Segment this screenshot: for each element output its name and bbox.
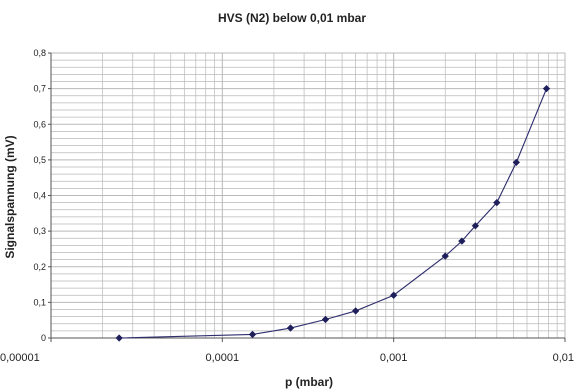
x-tick-label: 0,001 xyxy=(380,352,408,364)
series-line xyxy=(119,88,548,339)
tick-labels: 0 0,1 0,2 0,3 0,4 0,5 0,6 0,7 0,8 0,00001 0,0001 0,… xyxy=(0,48,574,364)
data-point xyxy=(441,252,449,260)
data-point xyxy=(512,158,521,167)
y-axis-label: Signalspannung (mV) xyxy=(3,135,17,258)
data-point xyxy=(321,315,330,324)
data-point xyxy=(458,237,466,245)
data-point xyxy=(389,291,398,300)
data-point xyxy=(286,324,295,332)
x-axis-label: p (mbar) xyxy=(285,375,333,389)
data-point xyxy=(542,84,551,93)
y-tick-label: 0,7 xyxy=(33,84,46,94)
y-tick-label: 0,8 xyxy=(33,48,46,58)
data-point xyxy=(115,334,123,342)
data-point xyxy=(351,307,360,315)
y-tick-label: 0,4 xyxy=(33,191,46,201)
x-tick-label: 0,00001 xyxy=(0,352,40,364)
y-tick-label: 0,6 xyxy=(33,119,46,129)
y-tick-label: 0,1 xyxy=(33,297,46,307)
data-point xyxy=(471,222,480,230)
x-tick-label: 0,0001 xyxy=(206,352,240,364)
y-tick-label: 0 xyxy=(41,333,46,343)
data-point xyxy=(493,198,501,207)
y-tick-label: 0,5 xyxy=(33,155,46,165)
y-tick-label: 0,2 xyxy=(33,262,46,272)
plot-area xyxy=(115,84,551,342)
y-tick-label: 0,3 xyxy=(33,226,46,236)
data-point xyxy=(248,330,257,339)
x-tick-label: 0,01 xyxy=(553,352,574,364)
chart-title: HVS (N2) below 0,01 mbar xyxy=(218,11,366,25)
grid xyxy=(50,52,566,339)
